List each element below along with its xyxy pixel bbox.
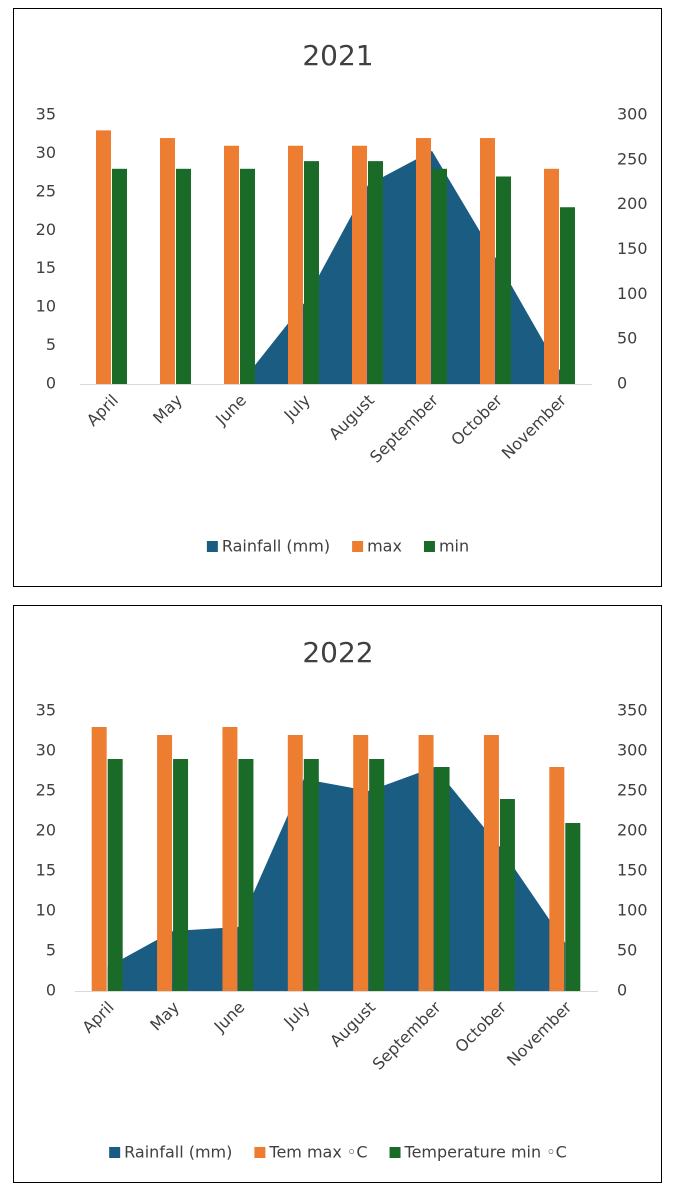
y-tick-label: 10	[36, 901, 56, 920]
legend-item: Temperature min ◦C	[389, 1143, 567, 1162]
legend-label: max	[367, 537, 402, 556]
bar	[157, 735, 173, 991]
bar	[418, 735, 434, 991]
bar	[352, 145, 367, 384]
chart-title: 2022	[302, 636, 373, 669]
bar	[160, 138, 175, 384]
y2-tick-label: 50	[617, 329, 637, 348]
chart-title: 2021	[302, 39, 373, 72]
y2-tick-label: 250	[617, 781, 648, 800]
y-tick-label: 5	[46, 941, 56, 960]
y-tick-label: 35	[36, 701, 56, 720]
y2-tick-label: 300	[617, 741, 648, 760]
bar	[91, 727, 107, 991]
y2-tick-label: 200	[617, 821, 648, 840]
bar	[565, 823, 581, 991]
legend-label: Rainfall (mm)	[222, 537, 330, 556]
legend-swatch	[423, 541, 435, 552]
legend-item: Tem max ◦C	[254, 1143, 368, 1162]
y-tick-label: 0	[46, 374, 56, 393]
y-tick-label: 30	[36, 741, 56, 760]
bar	[432, 168, 447, 384]
bar	[416, 138, 431, 384]
y-tick-label: 0	[46, 981, 56, 1000]
y2-tick-label: 150	[617, 861, 648, 880]
y-tick-label: 30	[36, 143, 56, 162]
bar	[303, 759, 319, 991]
bar	[222, 727, 238, 991]
legend-label: Tem max ◦C	[268, 1143, 367, 1162]
y-tick-label: 5	[46, 335, 56, 354]
y-tick-label: 20	[36, 821, 56, 840]
y2-tick-label: 150	[617, 239, 648, 258]
y2-tick-label: 100	[617, 284, 648, 303]
y-tick-label: 20	[36, 220, 56, 239]
bar	[369, 759, 385, 991]
y-tick-label: 15	[36, 861, 56, 880]
bar	[549, 767, 565, 991]
legend-swatch	[206, 541, 218, 552]
y2-tick-label: 200	[617, 194, 648, 213]
legend-swatch	[389, 1147, 401, 1158]
legend-swatch	[352, 541, 364, 552]
y2-tick-label: 250	[617, 149, 648, 168]
bar	[304, 161, 319, 384]
bar	[560, 207, 575, 384]
y-tick-label: 35	[36, 105, 56, 124]
bar	[107, 759, 123, 991]
y-tick-label: 25	[36, 781, 56, 800]
legend-item: Rainfall (mm)	[109, 1143, 232, 1162]
bar	[173, 759, 189, 991]
bar	[483, 735, 499, 991]
y2-tick-label: 0	[617, 374, 627, 393]
y-tick-label: 15	[36, 258, 56, 277]
bar	[176, 168, 191, 384]
legend-label: min	[439, 537, 469, 556]
y-tick-label: 25	[36, 181, 56, 200]
bar	[288, 145, 303, 384]
y2-tick-label: 100	[617, 901, 648, 920]
bar	[368, 161, 383, 384]
bar	[480, 138, 495, 384]
bar	[544, 168, 559, 384]
bar	[238, 759, 254, 991]
bar	[96, 130, 111, 384]
legend-item: Rainfall (mm)	[206, 537, 330, 556]
legend-item: min	[423, 537, 469, 556]
bar	[112, 168, 127, 384]
legend-label: Rainfall (mm)	[124, 1143, 232, 1162]
rainfall-area	[107, 767, 566, 991]
y2-tick-label: 300	[617, 105, 648, 124]
bar	[434, 767, 450, 991]
y2-tick-label: 350	[617, 701, 648, 720]
bar	[287, 735, 303, 991]
legend-label: Temperature min ◦C	[404, 1143, 567, 1162]
y2-tick-label: 50	[617, 941, 637, 960]
bar	[496, 176, 511, 384]
legend-swatch	[254, 1147, 266, 1158]
legend-item: max	[352, 537, 402, 556]
legend-swatch	[109, 1147, 121, 1158]
bar	[499, 799, 515, 991]
bar	[240, 168, 255, 384]
y-tick-label: 10	[36, 297, 56, 316]
y2-tick-label: 0	[617, 981, 627, 1000]
bar	[353, 735, 369, 991]
rainfall-area	[112, 150, 560, 384]
bar	[224, 145, 239, 384]
